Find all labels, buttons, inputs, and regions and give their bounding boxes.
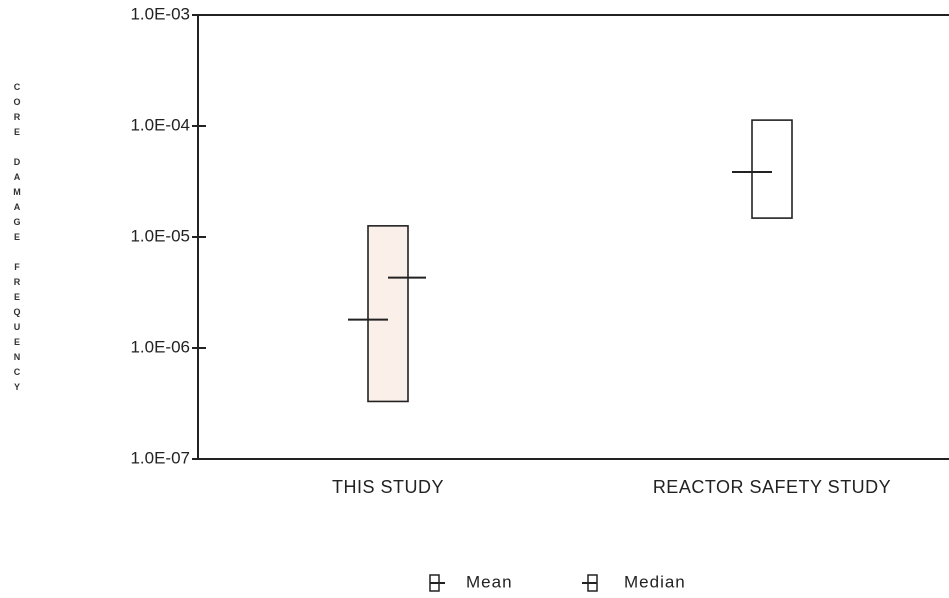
range-box	[751, 119, 793, 219]
x-tick-label: THIS STUDY	[331, 477, 444, 497]
y-tick-label: 1.0E-07	[130, 448, 190, 467]
legend-label: Median	[624, 572, 686, 591]
y-tick-label: 1.0E-05	[130, 226, 190, 245]
y-tick-label: 1.0E-03	[130, 4, 190, 23]
range-box	[367, 225, 409, 403]
x-tick-label: REACTOR SAFETY STUDY	[652, 477, 892, 497]
legend-label: Mean	[466, 572, 513, 591]
y-tick-label: 1.0E-06	[130, 337, 190, 356]
y-tick-label: 1.0E-04	[130, 115, 190, 134]
y-axis-label: CORE DAMAGE FREQUENCY	[12, 82, 22, 397]
